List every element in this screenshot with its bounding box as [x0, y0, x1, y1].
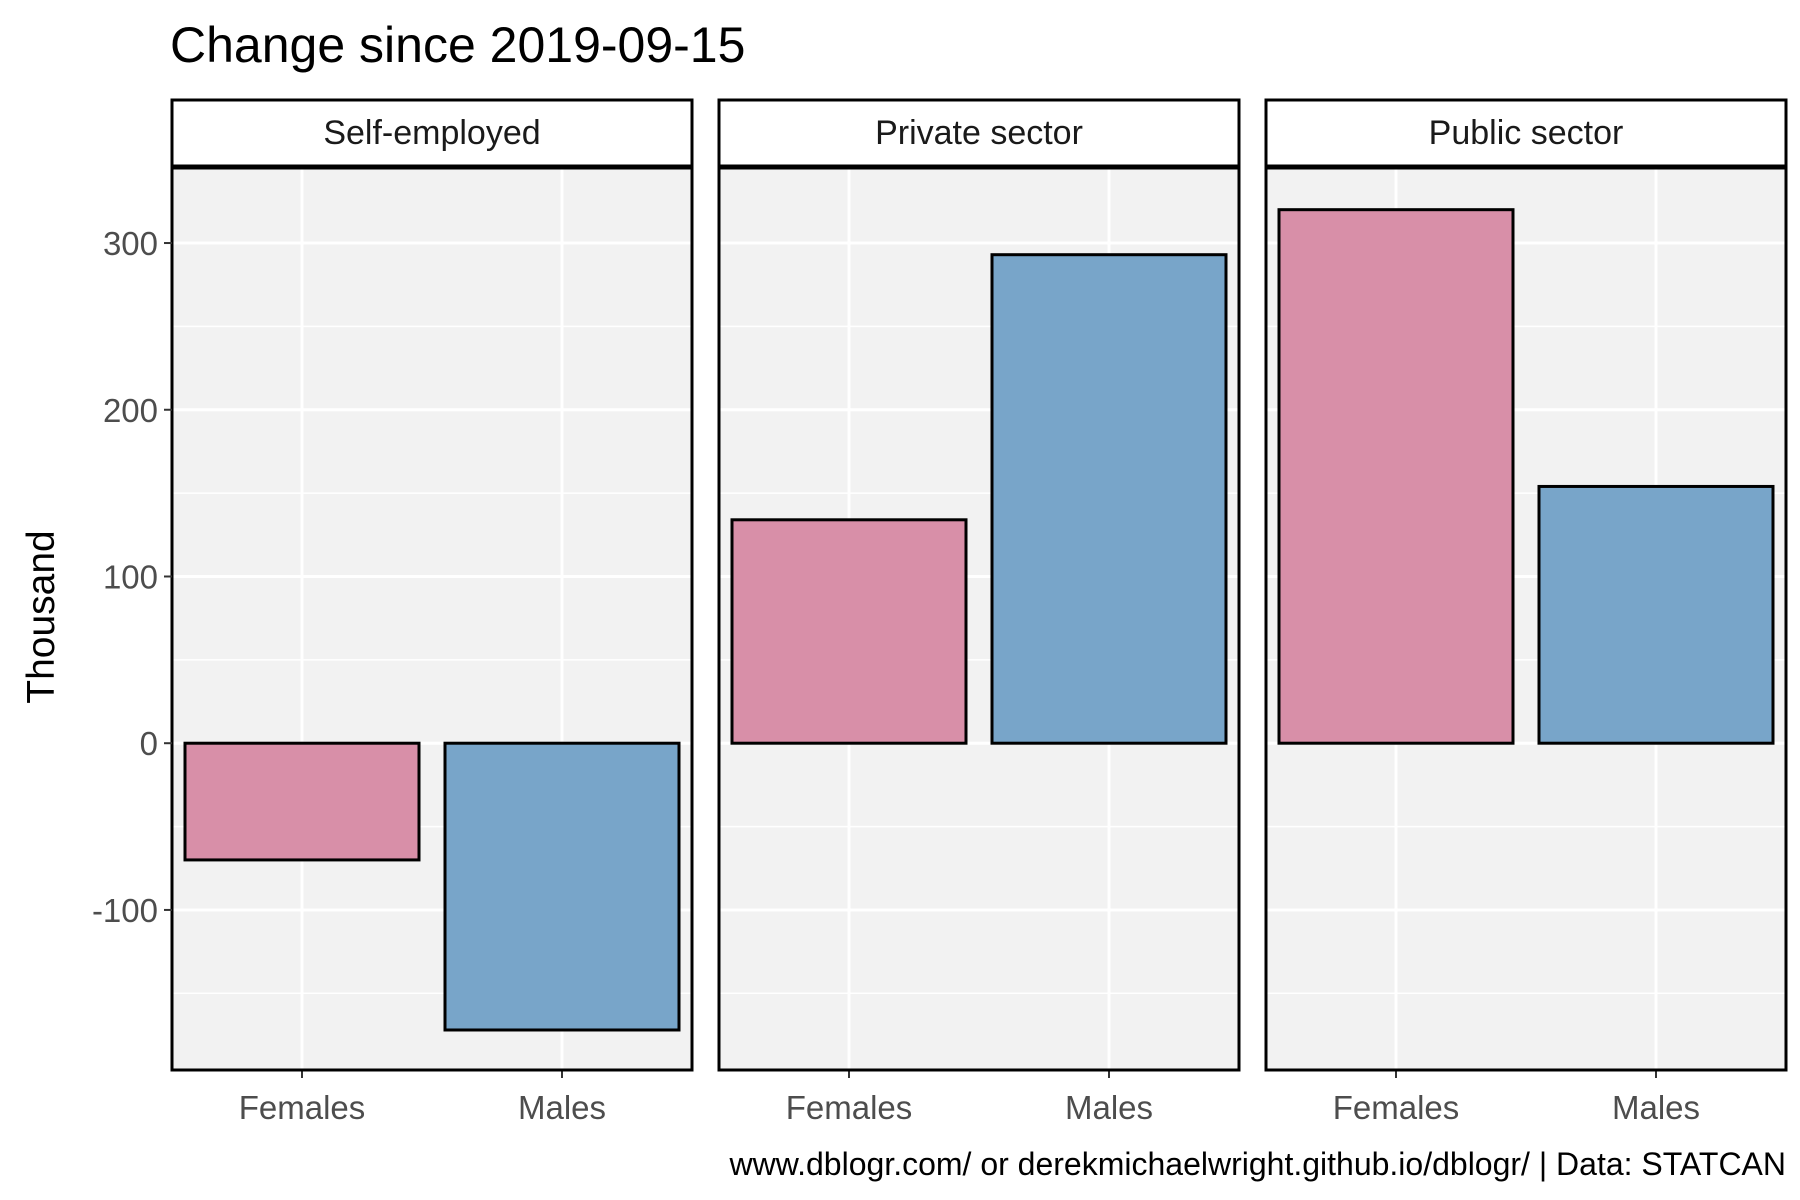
- y-tick-label: 300: [103, 225, 158, 262]
- y-axis-title: Thousand: [20, 530, 63, 703]
- strip-public-sector: [1264, 98, 1788, 168]
- x-tick-label-males: Males: [1065, 1089, 1153, 1126]
- panel-private-sector: Private sector Females Males: [717, 98, 1241, 1126]
- y-tick-label: 200: [103, 392, 158, 429]
- x-tick-label-females: Females: [239, 1089, 366, 1126]
- panel-self-employed: Self-employed Females Males: [170, 98, 694, 1126]
- strip-label-public-sector: Public sector: [1429, 114, 1624, 152]
- strip-label-private-sector: Private sector: [875, 114, 1083, 152]
- facet-panels: Self-employed Females Males Private sector F…: [170, 98, 1788, 1126]
- x-tick-label-males: Males: [518, 1089, 606, 1126]
- bar-private-sector-males: [990, 253, 1228, 745]
- panel-border: [1264, 166, 1788, 1072]
- bar-private-sector-females: [730, 518, 968, 745]
- y-tick-label: 0: [140, 725, 158, 762]
- panel-public-sector: Public sector Females Males: [1264, 98, 1788, 1126]
- bar-public-sector-males: [1537, 484, 1775, 745]
- strip-self-employed: [170, 98, 694, 168]
- panel-border: [170, 166, 694, 1072]
- x-tick-label-females: Females: [1333, 1089, 1460, 1126]
- x-tick-label-females: Females: [786, 1089, 913, 1126]
- panel-border: [717, 166, 1241, 1072]
- bar-self-employed-males: [443, 741, 681, 1032]
- bar-self-employed-females: [183, 741, 421, 862]
- y-tick-label: 100: [103, 558, 158, 595]
- y-axis-ticks: -100 0 100 200 300: [92, 225, 172, 929]
- y-tick-label: -100: [92, 892, 158, 929]
- chart-title: Change since 2019-09-15: [170, 17, 745, 73]
- x-tick-label-males: Males: [1612, 1089, 1700, 1126]
- bar-public-sector-females: [1277, 208, 1515, 745]
- strip-label-self-employed: Self-employed: [323, 114, 540, 152]
- strip-private-sector: [717, 98, 1241, 168]
- chart-caption: www.dblogr.com/ or derekmichaelwright.gi…: [729, 1146, 1786, 1182]
